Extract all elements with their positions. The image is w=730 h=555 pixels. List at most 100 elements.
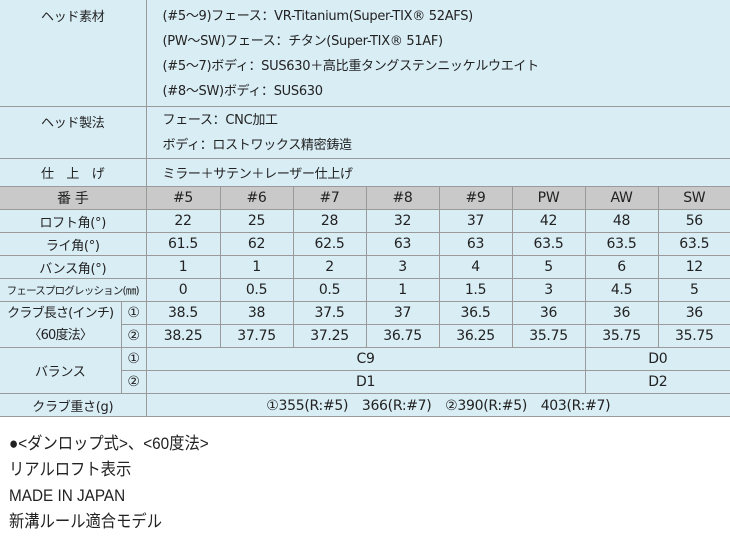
note-line: リアルロフト表示	[9, 460, 132, 479]
method-line: フェース：CNC加工	[162, 113, 279, 128]
value-cell: 0.5	[219, 278, 294, 302]
balance-value: D2	[584, 370, 730, 394]
value-cell: 35.75	[584, 324, 659, 348]
value-cell: 37.75	[219, 324, 294, 348]
club-cell: #9	[438, 186, 513, 210]
row-label: ロフト角(°)	[0, 209, 147, 233]
balance-value: C9	[145, 347, 586, 371]
value-cell: 5	[657, 278, 730, 302]
finish-row: 仕 上 げ ミラー＋サテン＋レーザー仕上げ	[0, 158, 730, 187]
club-cell: #6	[219, 186, 294, 210]
value-cell: 63	[365, 232, 440, 256]
club-cell: AW	[584, 186, 659, 210]
value-cell: 42	[511, 209, 586, 233]
spec-table: ヘッド素材 (#5〜9)フェース：VR-Titanium(Super-TIX® …	[0, 0, 730, 417]
weight-row: クラブ重さ(g) ①355(R:#5) 366(R:#7) ②390(R:#5)…	[0, 393, 730, 417]
value-cell: 36	[584, 301, 659, 325]
length-label-method: 〈60度法〉	[28, 327, 93, 343]
header-label: 番 手	[0, 186, 147, 210]
value-cell: 12	[657, 255, 730, 279]
value-cell: 35.75	[511, 324, 586, 348]
mark: ②	[121, 324, 147, 348]
balance-row-1: バランス ① C9 D0	[0, 347, 730, 394]
mark: ①	[120, 347, 147, 371]
club-cell: PW	[511, 186, 586, 210]
value-cell: 62.5	[292, 232, 367, 256]
club-cell: SW	[657, 186, 730, 210]
value-cell: 1.5	[438, 278, 513, 302]
value-cell: 56	[657, 209, 730, 233]
spec-row: ロフト角(°) 22 25 28 32 37 42 48 56	[0, 209, 730, 233]
value-cell: 36.75	[365, 324, 440, 348]
row-label: ライ角(°)	[0, 232, 147, 256]
value-cell: 36	[511, 301, 586, 325]
note-line: ●<ダンロップ式>、<60度法>	[9, 434, 209, 453]
spec-row: ライ角(°) 61.5 62 62.5 63 63 63.5 63.5 63.5	[0, 232, 730, 256]
length-label-text: クラブ長さ(インチ)	[7, 305, 114, 321]
club-cell: #5	[145, 186, 221, 210]
length-row-1: クラブ長さ(インチ) 〈60度法〉 ① 38.5 38 37.5 37 36.5 …	[0, 301, 730, 348]
value-cell: 38	[219, 301, 294, 325]
value-cell: 3	[511, 278, 586, 302]
weight-label: クラブ重さ(g)	[0, 393, 147, 417]
row-label: フェースプログレッション(㎜)	[0, 278, 147, 302]
value-cell: 25	[219, 209, 294, 233]
weight-value: ①355(R:#5) 366(R:#7) ②390(R:#5) 403(R:#7…	[145, 393, 730, 417]
value-cell: 1	[219, 255, 294, 279]
spec-row: フェースプログレッション(㎜) 0 0.5 0.5 1 1.5 3 4.5 5	[0, 278, 730, 302]
value-cell: 61.5	[145, 232, 221, 256]
notes: ●<ダンロップ式>、<60度法> リアルロフト表示 MADE IN JAPAN …	[0, 417, 657, 535]
spec-row: バンス角(°) 1 1 2 3 4 5 6 12	[0, 255, 730, 279]
club-cell: #7	[292, 186, 367, 210]
value-cell: 38.5	[145, 301, 221, 325]
value-cell: 38.25	[145, 324, 221, 348]
material-line: (#8〜SW)ボディ：SUS630	[162, 84, 324, 99]
method-line: ボディ：ロストワックス精密鋳造	[162, 138, 353, 153]
row-label: バンス角(°)	[0, 255, 147, 279]
value-cell: 1	[145, 255, 221, 279]
value-cell: 37.25	[292, 324, 367, 348]
note-line: MADE IN JAPAN	[9, 486, 126, 505]
value-cell: 28	[292, 209, 367, 233]
value-cell: 0	[145, 278, 221, 302]
value-cell: 37	[438, 209, 513, 233]
mark: ②	[121, 370, 147, 394]
club-cell: #8	[365, 186, 440, 210]
value-cell: 4	[438, 255, 513, 279]
value-cell: 36.5	[438, 301, 513, 325]
value-cell: 35.75	[657, 324, 730, 348]
balance-value: D1	[145, 370, 586, 394]
material-line: (#5〜7)ボディ：SUS630＋高比重タングステンニッケルウエイト	[162, 59, 540, 74]
value-cell: 32	[365, 209, 440, 233]
value-cell: 1	[365, 278, 440, 302]
value-cell: 3	[365, 255, 440, 279]
value-cell: 0.5	[292, 278, 367, 302]
head-method-row: ヘッド製法 フェース：CNC加工 ボディ：ロストワックス精密鋳造	[0, 106, 730, 159]
row-label: ヘッド製法	[0, 106, 147, 159]
value-cell: 63.5	[584, 232, 659, 256]
note-line: 新溝ルール適合モデル	[9, 512, 162, 531]
value-cell: 37	[365, 301, 440, 325]
value-cell: 37.5	[292, 301, 367, 325]
balance-label: バランス	[0, 347, 122, 394]
balance-value: D0	[584, 347, 730, 371]
value-cell: 6	[584, 255, 659, 279]
value-cell: 48	[584, 209, 659, 233]
material-line: (#5〜9)フェース：VR-Titanium(Super-TIX® 52AFS)	[162, 9, 474, 24]
club-header-row: 番 手 #5 #6 #7 #8 #9 PW AW SW	[0, 186, 730, 210]
value-cell: 63	[438, 232, 513, 256]
value-cell: 63.5	[657, 232, 730, 256]
value-cell: 5	[511, 255, 586, 279]
value-cell: 22	[145, 209, 221, 233]
value-cell: 36.25	[438, 324, 513, 348]
row-label: 仕 上 げ	[0, 158, 147, 187]
finish-value: ミラー＋サテン＋レーザー仕上げ	[145, 158, 730, 187]
material-line: (PW〜SW)フェース：チタン(Super-TIX® 51AF)	[162, 34, 444, 49]
value-cell: 36	[657, 301, 730, 325]
mark: ①	[120, 301, 147, 325]
value-cell: 4.5	[584, 278, 659, 302]
row-label: ヘッド素材	[0, 0, 147, 107]
value-cell: 2	[292, 255, 367, 279]
head-material-row: ヘッド素材 (#5〜9)フェース：VR-Titanium(Super-TIX® …	[0, 0, 730, 107]
length-label: クラブ長さ(インチ) 〈60度法〉	[0, 301, 122, 348]
